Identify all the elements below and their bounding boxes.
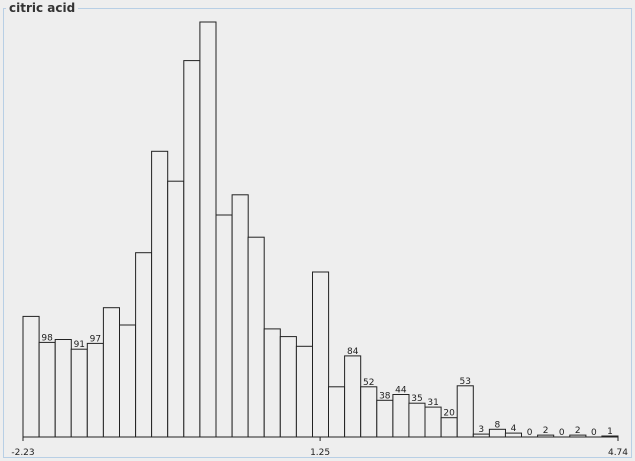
bar-data-label: 20 <box>443 409 455 419</box>
histogram-bar <box>247 236 265 438</box>
histogram-bar <box>151 150 169 438</box>
bar-data-label: 38 <box>379 391 391 401</box>
bar-data-label: 0 <box>591 428 597 438</box>
bar-data-label: 98 <box>41 333 53 343</box>
histogram-bar <box>376 399 394 438</box>
histogram-bar <box>54 339 72 438</box>
bar-data-label: 1 <box>607 427 613 437</box>
histogram-bar <box>199 21 217 438</box>
histogram-bar <box>215 214 233 438</box>
histogram-bar <box>135 252 153 438</box>
bar-data-label: 97 <box>90 334 101 344</box>
histogram-bar <box>22 315 40 438</box>
x-tick-label: -2.23 <box>11 448 34 458</box>
histogram-bar <box>86 342 104 438</box>
histogram-bar <box>344 355 362 438</box>
bar-data-label: 4 <box>511 424 517 434</box>
x-axis-ticks: -2.23 1.25 4.74 <box>11 437 628 458</box>
bar-data-label: 52 <box>363 378 374 388</box>
histogram-bars <box>22 21 619 438</box>
histogram-bar <box>408 402 426 438</box>
bar-data-label: 8 <box>495 420 501 430</box>
histogram-bar <box>231 194 249 438</box>
histogram-bar <box>70 348 88 438</box>
histogram-bar <box>279 336 297 438</box>
bar-data-label: 35 <box>411 394 422 404</box>
bar-data-label: 44 <box>395 386 407 396</box>
histogram-bar <box>328 386 346 438</box>
histogram-bar <box>263 328 281 438</box>
bar-data-label: 84 <box>347 347 359 357</box>
histogram-panel <box>3 8 632 458</box>
bar-data-label: 53 <box>459 377 470 387</box>
panel-title: citric acid <box>6 0 79 16</box>
bar-data-label: 0 <box>559 428 565 438</box>
histogram-bar <box>119 324 137 438</box>
histogram-bar <box>392 394 410 438</box>
bar-data-label: 2 <box>543 426 549 436</box>
bar-data-label: 0 <box>527 428 533 438</box>
histogram-bar <box>440 417 458 438</box>
x-tick-label: 1.25 <box>310 448 330 458</box>
histogram-bar <box>360 386 378 438</box>
histogram-bar <box>167 180 185 438</box>
histogram-bar <box>183 60 201 438</box>
x-tick-label: 4.74 <box>608 448 628 458</box>
histogram-bar <box>488 428 506 438</box>
bar-data-label: 2 <box>575 426 581 436</box>
histogram-bar <box>295 345 313 438</box>
bar-data-label: 3 <box>478 425 484 435</box>
histogram-bar <box>312 271 330 438</box>
histogram-bar <box>38 341 56 438</box>
histogram-bar <box>456 385 474 438</box>
bar-data-label: 91 <box>74 340 85 350</box>
histogram-bar <box>424 406 442 438</box>
bar-data-label: 31 <box>427 398 438 408</box>
histogram-bar <box>102 307 121 438</box>
